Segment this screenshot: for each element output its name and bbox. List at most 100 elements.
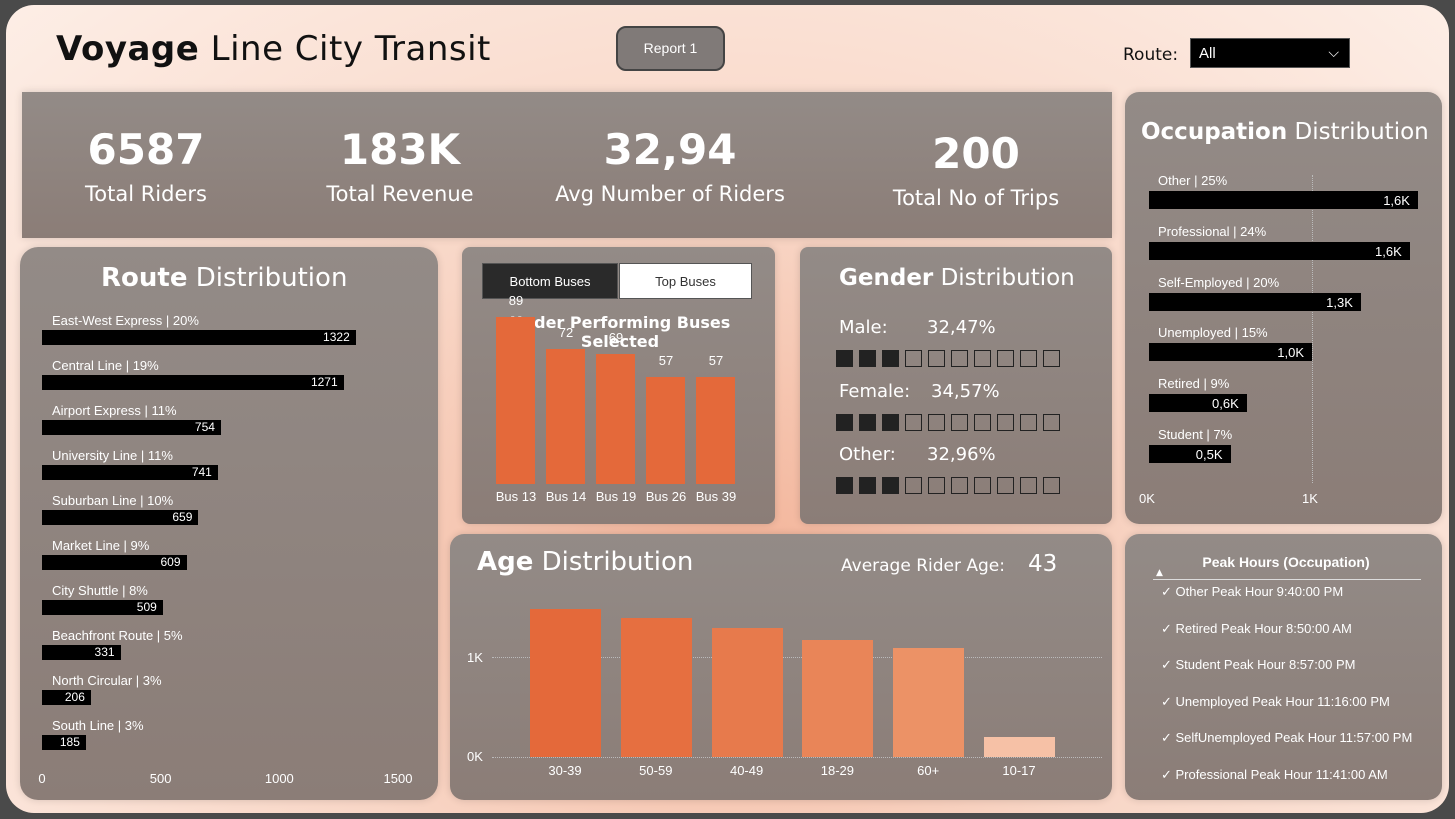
gender-square bbox=[1020, 477, 1037, 494]
gender-square bbox=[951, 414, 968, 431]
title-bold: Route bbox=[101, 263, 188, 293]
gender-row-value: 34,57% bbox=[931, 381, 1000, 402]
gender-square bbox=[882, 414, 899, 431]
occupation-bar-label: Unemployed | 15% bbox=[1158, 325, 1268, 341]
occupation-bar-value: 1,0K bbox=[1277, 345, 1304, 361]
route-filter-select[interactable]: All ⌵ bbox=[1190, 38, 1350, 68]
kpi-total-revenue: 183K Total Revenue bbox=[300, 125, 500, 206]
gender-square bbox=[859, 350, 876, 367]
kpi-value: 183K bbox=[339, 125, 461, 174]
age-bar-category: 18-29 bbox=[820, 763, 855, 778]
route-bar bbox=[42, 420, 221, 435]
route-bar-value: 185 bbox=[59, 735, 80, 749]
age-bar-category: 30-39 bbox=[548, 763, 582, 778]
age-axis-tick: 0K bbox=[467, 749, 483, 764]
gender-square bbox=[905, 414, 922, 431]
title-bold: Gender bbox=[839, 265, 934, 291]
avg-age-value: 43 bbox=[1028, 551, 1058, 577]
kpi-total-riders: 6587 Total Riders bbox=[46, 125, 246, 206]
occupation-bar bbox=[1149, 445, 1231, 463]
peak-hour-item: ✓ Student Peak Hour 8:57:00 PM bbox=[1161, 657, 1356, 672]
route-axis-tick: 500 bbox=[149, 771, 172, 786]
occupation-bar-value: 1,6K bbox=[1383, 193, 1410, 208]
kpi-panel bbox=[22, 92, 1112, 238]
bus-bar bbox=[696, 376, 735, 484]
bus-bar bbox=[496, 316, 535, 484]
gender-square bbox=[974, 477, 991, 494]
route-bar-label: Airport Express | 11% bbox=[52, 403, 177, 418]
age-bar-category: 40-49 bbox=[729, 763, 764, 778]
kpi-total-trips: 200 Total No of Trips bbox=[866, 129, 1086, 210]
route-bar bbox=[42, 690, 91, 705]
gender-square bbox=[951, 477, 968, 494]
kpi-label: Total No of Trips bbox=[892, 186, 1060, 210]
kpi-value: 6587 bbox=[87, 125, 205, 174]
gender-distribution-title: Gender Distribution bbox=[839, 265, 1075, 291]
sort-up-icon[interactable]: ▲ bbox=[1156, 568, 1163, 578]
route-bar bbox=[42, 330, 356, 345]
gender-row-label: Other: bbox=[839, 444, 896, 465]
occupation-bar bbox=[1149, 292, 1361, 311]
occupation-bar bbox=[1149, 191, 1418, 209]
route-bar-value: 1271 bbox=[310, 375, 338, 389]
title-bold: Age bbox=[477, 547, 534, 577]
peak-hours-panel bbox=[1125, 534, 1442, 800]
age-distribution-title: Age Distribution bbox=[477, 547, 693, 577]
title-rest: Line City Transit bbox=[199, 29, 491, 69]
gender-square bbox=[1020, 350, 1037, 367]
route-bar bbox=[42, 510, 199, 525]
peak-hour-item: ✓ Professional Peak Hour 11:41:00 AM bbox=[1161, 766, 1388, 782]
route-bar-label: Suburban Line | 10% bbox=[52, 493, 174, 508]
route-bar-label: South Line | 3% bbox=[52, 718, 144, 733]
dashboard-title: Voyage Line City Transit bbox=[56, 29, 491, 69]
route-bar bbox=[42, 465, 218, 480]
age-bar bbox=[893, 647, 965, 757]
bus-bar-category: Bus 14 bbox=[545, 489, 587, 504]
bus-bar bbox=[646, 376, 685, 484]
title-rest: Distribution bbox=[187, 263, 348, 293]
gender-square bbox=[951, 350, 968, 367]
age-bar-category: 60+ bbox=[917, 763, 940, 778]
route-bar bbox=[42, 735, 86, 750]
kpi-label: Avg Number of Riders bbox=[555, 182, 785, 206]
avg-age-label: Average Rider Age: bbox=[841, 556, 1005, 576]
route-axis-tick: 0 bbox=[38, 771, 46, 786]
occupation-bar-label: Retired | 9% bbox=[1158, 376, 1230, 392]
occupation-gridline bbox=[1312, 175, 1313, 483]
age-bar bbox=[802, 639, 874, 757]
buses-subtitle: Under Performing Buses Selected bbox=[509, 313, 731, 351]
title-bold: Voyage bbox=[56, 29, 200, 69]
peak-hour-item: ✓ Other Peak Hour 9:40:00 PM bbox=[1161, 584, 1344, 599]
route-bar bbox=[42, 600, 163, 615]
age-bar bbox=[530, 609, 601, 757]
age-bar-category: 50-59 bbox=[639, 763, 673, 778]
kpi-value: 200 bbox=[932, 129, 1020, 178]
title-rest: Distribution bbox=[933, 265, 1075, 291]
gender-square bbox=[928, 350, 945, 367]
route-bar bbox=[42, 375, 344, 390]
chevron-down-icon: ⌵ bbox=[1328, 44, 1339, 60]
top-buses-toggle[interactable]: Top Buses bbox=[619, 263, 752, 299]
route-bar bbox=[42, 555, 187, 570]
title-bold: Occupation bbox=[1141, 119, 1288, 145]
peak-hour-item: ✓ Unemployed Peak Hour 11:16:00 PM bbox=[1161, 693, 1390, 709]
route-distribution-title: Route Distribution bbox=[101, 263, 347, 293]
gender-square bbox=[859, 477, 876, 494]
occupation-bar-label: Self-Employed | 20% bbox=[1158, 274, 1280, 290]
gender-square bbox=[997, 414, 1014, 431]
route-bar-label: University Line | 11% bbox=[52, 448, 173, 463]
gender-row-label: Male: bbox=[839, 317, 888, 338]
occupation-distribution-title: Occupation Distribution bbox=[1141, 119, 1429, 145]
bottom-buses-toggle[interactable]: Bottom Buses bbox=[482, 263, 618, 299]
age-bar bbox=[620, 618, 692, 757]
age-bar bbox=[984, 737, 1055, 757]
gender-square bbox=[974, 350, 991, 367]
gender-square bbox=[882, 477, 899, 494]
route-bar-label: East-West Express | 20% bbox=[52, 313, 199, 328]
route-filter-label: Route: bbox=[1123, 45, 1179, 65]
kpi-label: Total Revenue bbox=[326, 182, 474, 206]
route-bar-value: 206 bbox=[64, 690, 85, 704]
dashboard-canvas: Voyage Line City Transit Report 1 Route:… bbox=[6, 5, 1449, 813]
route-bar-label: Beachfront Route | 5% bbox=[52, 628, 183, 643]
report-1-button[interactable]: Report 1 bbox=[616, 26, 725, 71]
